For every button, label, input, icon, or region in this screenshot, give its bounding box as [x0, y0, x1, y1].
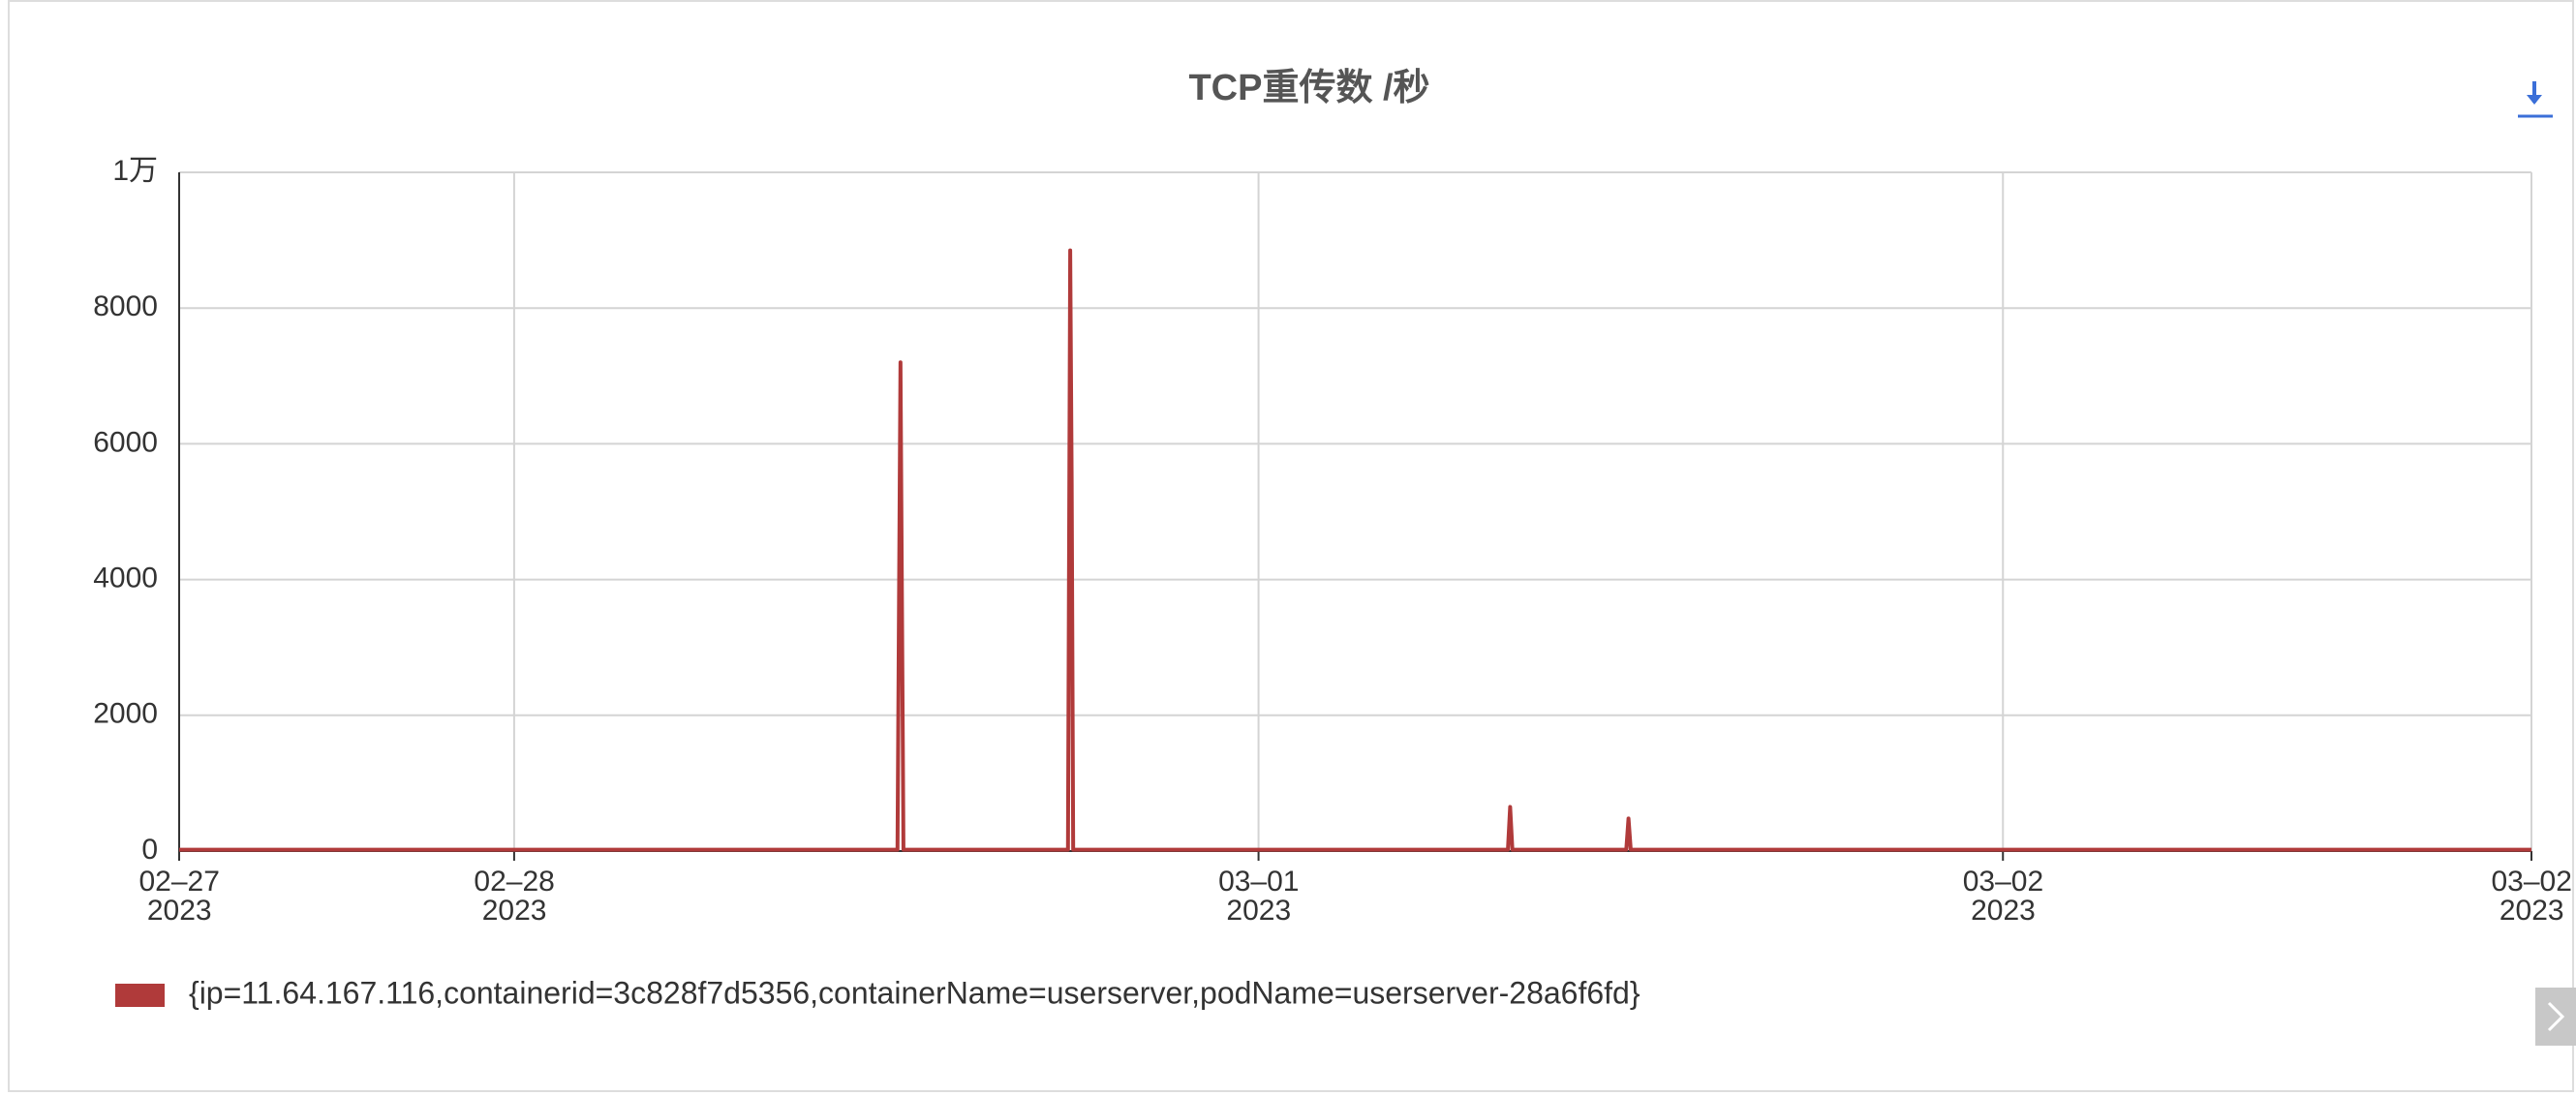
x-tick-label: 02–27 2023: [138, 866, 220, 927]
y-tick-label: 2000: [93, 698, 158, 730]
y-tick-label: 1万: [112, 155, 158, 187]
series-line: [179, 248, 2531, 852]
legend-label: {ip=11.64.167.116,containerid=3c828f7d53…: [189, 975, 1641, 1010]
x-tick-label: 02–28 2023: [474, 866, 555, 927]
x-tick-label: 03–02 2023: [2491, 866, 2572, 927]
download-button[interactable]: [2518, 81, 2553, 118]
x-tick-label: 03–01 2023: [1218, 866, 1300, 927]
legend-next-button[interactable]: [2535, 988, 2576, 1046]
y-tick-label: 6000: [93, 426, 158, 458]
legend-swatch: [115, 984, 165, 1007]
x-tick-label: 03–02 2023: [1962, 866, 2044, 927]
y-tick-label: 8000: [93, 290, 158, 322]
y-tick-label: 0: [141, 834, 158, 866]
panel-border: [8, 0, 2574, 1092]
chart-title: TCP重传数 /秒: [1188, 68, 1429, 108]
y-tick-label: 4000: [93, 563, 158, 594]
